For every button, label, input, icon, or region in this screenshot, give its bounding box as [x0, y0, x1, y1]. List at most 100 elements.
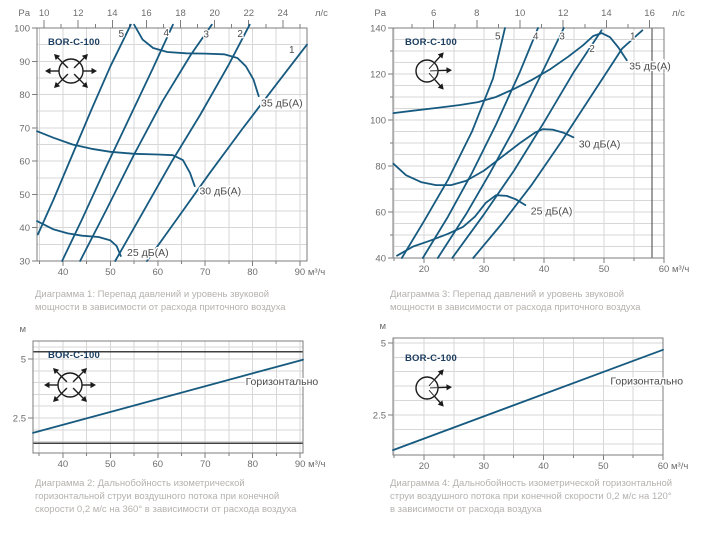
x-axis-unit: м³/ч	[308, 267, 325, 278]
position-label-3: 3	[203, 29, 209, 40]
x-tick-label: 20	[419, 461, 430, 472]
x-tick-label: 90	[295, 459, 306, 470]
x-tick-label: 60	[659, 264, 670, 275]
curve-noise-35	[392, 32, 628, 114]
x-tick-label: 30	[479, 264, 490, 275]
position-label-1: 1	[630, 32, 636, 43]
y-tick-label: 2.5	[373, 410, 386, 421]
x-axis-unit: м³/ч	[671, 461, 688, 472]
supply-360-icon	[44, 368, 96, 402]
curve-label-noise-35: 35 дБ(А)	[629, 60, 671, 72]
curve-position-5	[37, 23, 132, 236]
supply-120-icon	[415, 52, 452, 90]
x-top-tick-label: 16	[141, 8, 152, 19]
curve-position-5	[400, 27, 506, 259]
curve-noise-25	[396, 194, 527, 257]
y-tick-label: 30	[19, 257, 30, 268]
x-tick-label: 30	[479, 461, 490, 472]
x-top-tick-label: 16	[644, 8, 655, 19]
position-label-5: 5	[119, 29, 125, 40]
x-top-axis-unit: л/с	[672, 8, 685, 19]
curve-label-throw-horizontal: Горизонтально	[246, 376, 319, 388]
y-axis-unit: Pa	[374, 8, 386, 19]
x-tick-label: 50	[105, 267, 116, 278]
position-label-4: 4	[164, 28, 170, 39]
curve-position-3	[436, 27, 565, 259]
y-tick-label: 40	[375, 254, 386, 265]
y-tick-label: 60	[375, 208, 386, 219]
position-label-3: 3	[559, 32, 565, 43]
y-tick-label: 100	[370, 116, 386, 127]
curve-position-2	[451, 29, 603, 259]
curve-label-throw-horizontal: Горизонтально	[610, 375, 683, 387]
curve-position-4	[421, 27, 539, 259]
y-axis-unit: м	[19, 324, 26, 335]
y-tick-label: 5	[21, 354, 26, 365]
y-tick-label: 40	[19, 223, 30, 234]
x-tick-label: 40	[538, 461, 549, 472]
x-top-tick-label: 10	[515, 8, 526, 19]
diagram-2-caption: Диаграмма 2: Дальнобойность изометрическ…	[35, 478, 297, 515]
x-tick-label: 70	[200, 267, 211, 278]
curve-noise-30	[392, 128, 575, 186]
supply-360-icon	[45, 54, 97, 88]
x-tick-label: 80	[247, 459, 258, 470]
x-axis-unit: м³/ч	[672, 264, 689, 275]
x-top-tick-label: 14	[107, 8, 118, 19]
x-tick-label: 60	[153, 459, 164, 470]
x-tick-label: 40	[58, 267, 69, 278]
position-label-5: 5	[495, 32, 501, 43]
y-tick-label: 50	[19, 190, 30, 201]
x-axis-unit: м³/ч	[308, 459, 325, 470]
product-name-badge: BOR-C-100	[48, 37, 100, 48]
x-top-tick-label: 24	[278, 8, 289, 19]
product-name-badge: BOR-C-100	[405, 37, 457, 48]
y-tick-label: 120	[370, 70, 386, 81]
x-top-tick-label: 14	[601, 8, 612, 19]
x-tick-label: 20	[419, 264, 430, 275]
x-tick-label: 40	[539, 264, 550, 275]
y-tick-label: 100	[14, 24, 30, 35]
curve-throw-horizontal	[392, 348, 664, 451]
x-top-tick-label: 8	[474, 8, 479, 19]
position-label-1: 1	[289, 45, 295, 56]
y-tick-label: 80	[375, 162, 386, 173]
x-tick-label: 40	[58, 459, 69, 470]
curve-position-2	[114, 23, 251, 262]
y-tick-label: 90	[19, 57, 30, 68]
x-top-axis-unit: л/с	[315, 8, 328, 19]
curve-position-1	[472, 29, 644, 259]
x-top-tick-label: 12	[73, 8, 84, 19]
x-tick-label: 50	[598, 461, 609, 472]
y-tick-label: 70	[19, 123, 30, 134]
supply-120-icon	[415, 369, 452, 407]
x-tick-label: 90	[295, 267, 306, 278]
x-top-tick-label: 10	[39, 8, 50, 19]
curve-noise-35	[133, 23, 260, 98]
x-tick-label: 60	[153, 267, 164, 278]
curve-label-noise-25: 25 дБ(А)	[531, 205, 573, 217]
curve-position-4	[61, 23, 174, 262]
x-top-tick-label: 12	[558, 8, 569, 19]
x-top-tick-label: 20	[209, 8, 220, 19]
x-tick-label: 80	[247, 267, 258, 278]
diagram-3-caption: Диаграмма 3: Перепад давлений и уровень …	[390, 289, 641, 313]
x-tick-label: 50	[599, 264, 610, 275]
position-label-2: 2	[237, 29, 243, 40]
product-name-badge: BOR-C-100	[405, 353, 457, 364]
y-tick-label: 140	[370, 24, 386, 35]
position-label-4: 4	[533, 32, 539, 43]
x-top-tick-label: 6	[431, 8, 436, 19]
curve-label-noise-25: 25 дБ(А)	[127, 247, 169, 259]
y-axis-unit: м	[379, 321, 386, 332]
x-top-tick-label: 22	[243, 8, 254, 19]
x-tick-label: 50	[105, 459, 116, 470]
x-tick-label: 70	[200, 459, 211, 470]
curve-position-1	[146, 43, 308, 262]
diagram-1-caption: Диаграмма 1: Перепад давлений и уровень …	[35, 289, 286, 313]
y-tick-label: 80	[19, 90, 30, 101]
